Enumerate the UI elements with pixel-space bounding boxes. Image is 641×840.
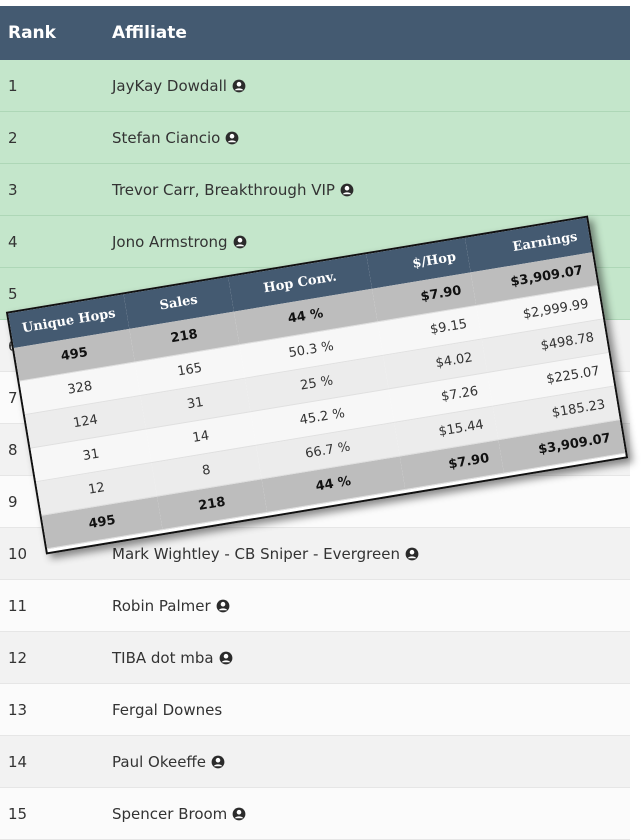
rank-cell: 12 bbox=[0, 631, 112, 684]
affiliate-name[interactable]: Robin Palmer bbox=[112, 596, 211, 615]
rank-cell: 3 bbox=[0, 163, 112, 216]
user-circle-icon[interactable] bbox=[225, 131, 239, 145]
rank-cell: 15 bbox=[0, 787, 112, 840]
affiliate-name[interactable]: Spencer Broom bbox=[112, 804, 228, 823]
affiliate-name[interactable]: JayKay Dowdall bbox=[112, 76, 227, 95]
affiliate-name[interactable]: Jono Armstrong bbox=[112, 232, 228, 251]
affiliate-name[interactable]: Mark Wightley - CB Sniper - Evergreen bbox=[112, 544, 400, 563]
user-circle-icon[interactable] bbox=[211, 755, 225, 769]
table-row[interactable]: 14 Paul Okeeffe bbox=[0, 735, 630, 788]
table-row[interactable]: 11 Robin Palmer bbox=[0, 579, 630, 632]
affiliate-cell: TIBA dot mba bbox=[112, 631, 630, 684]
user-circle-icon[interactable] bbox=[232, 807, 246, 821]
table-row[interactable]: 3 Trevor Carr, Breakthrough VIP bbox=[0, 163, 630, 216]
main-table-header-row: Rank Affiliate bbox=[0, 6, 630, 60]
rank-cell: 11 bbox=[0, 579, 112, 632]
user-circle-icon[interactable] bbox=[232, 79, 246, 93]
rank-column-header: Rank bbox=[0, 6, 112, 60]
user-circle-icon[interactable] bbox=[405, 547, 419, 561]
affiliate-name[interactable]: Trevor Carr, Breakthrough VIP bbox=[112, 180, 335, 199]
affiliate-column-header: Affiliate bbox=[112, 6, 630, 60]
affiliate-cell: Spencer Broom bbox=[112, 787, 630, 840]
affiliate-cell: Stefan Ciancio bbox=[112, 111, 630, 164]
affiliate-name[interactable]: Fergal Downes bbox=[112, 700, 223, 719]
affiliate-cell: Fergal Downes bbox=[112, 683, 630, 736]
table-row[interactable]: 1 JayKay Dowdall bbox=[0, 60, 630, 112]
user-circle-icon[interactable] bbox=[216, 599, 230, 613]
user-circle-icon[interactable] bbox=[233, 235, 247, 249]
rank-cell: 1 bbox=[0, 60, 112, 112]
user-circle-icon[interactable] bbox=[219, 651, 233, 665]
table-row[interactable]: 13 Fergal Downes bbox=[0, 683, 630, 736]
rank-cell: 14 bbox=[0, 735, 112, 788]
table-row[interactable]: 15 Spencer Broom bbox=[0, 787, 630, 840]
affiliate-cell: Mark Wightley - CB Sniper - Evergreen bbox=[112, 527, 630, 580]
rank-cell: 4 bbox=[0, 215, 112, 268]
table-row[interactable]: 12 TIBA dot mba bbox=[0, 631, 630, 684]
affiliate-cell: JayKay Dowdall bbox=[112, 60, 630, 112]
table-row[interactable]: 10 Mark Wightley - CB Sniper - Evergreen bbox=[0, 527, 630, 580]
user-circle-icon[interactable] bbox=[340, 183, 354, 197]
table-row[interactable]: 2 Stefan Ciancio bbox=[0, 111, 630, 164]
affiliate-cell: Trevor Carr, Breakthrough VIP bbox=[112, 163, 630, 216]
rank-cell: 13 bbox=[0, 683, 112, 736]
affiliate-name[interactable]: Paul Okeeffe bbox=[112, 752, 206, 771]
affiliate-cell: Paul Okeeffe bbox=[112, 735, 630, 788]
affiliate-name[interactable]: Stefan Ciancio bbox=[112, 128, 221, 147]
affiliate-name[interactable]: TIBA dot mba bbox=[112, 648, 214, 667]
affiliate-cell: Robin Palmer bbox=[112, 579, 630, 632]
rank-cell: 2 bbox=[0, 111, 112, 164]
